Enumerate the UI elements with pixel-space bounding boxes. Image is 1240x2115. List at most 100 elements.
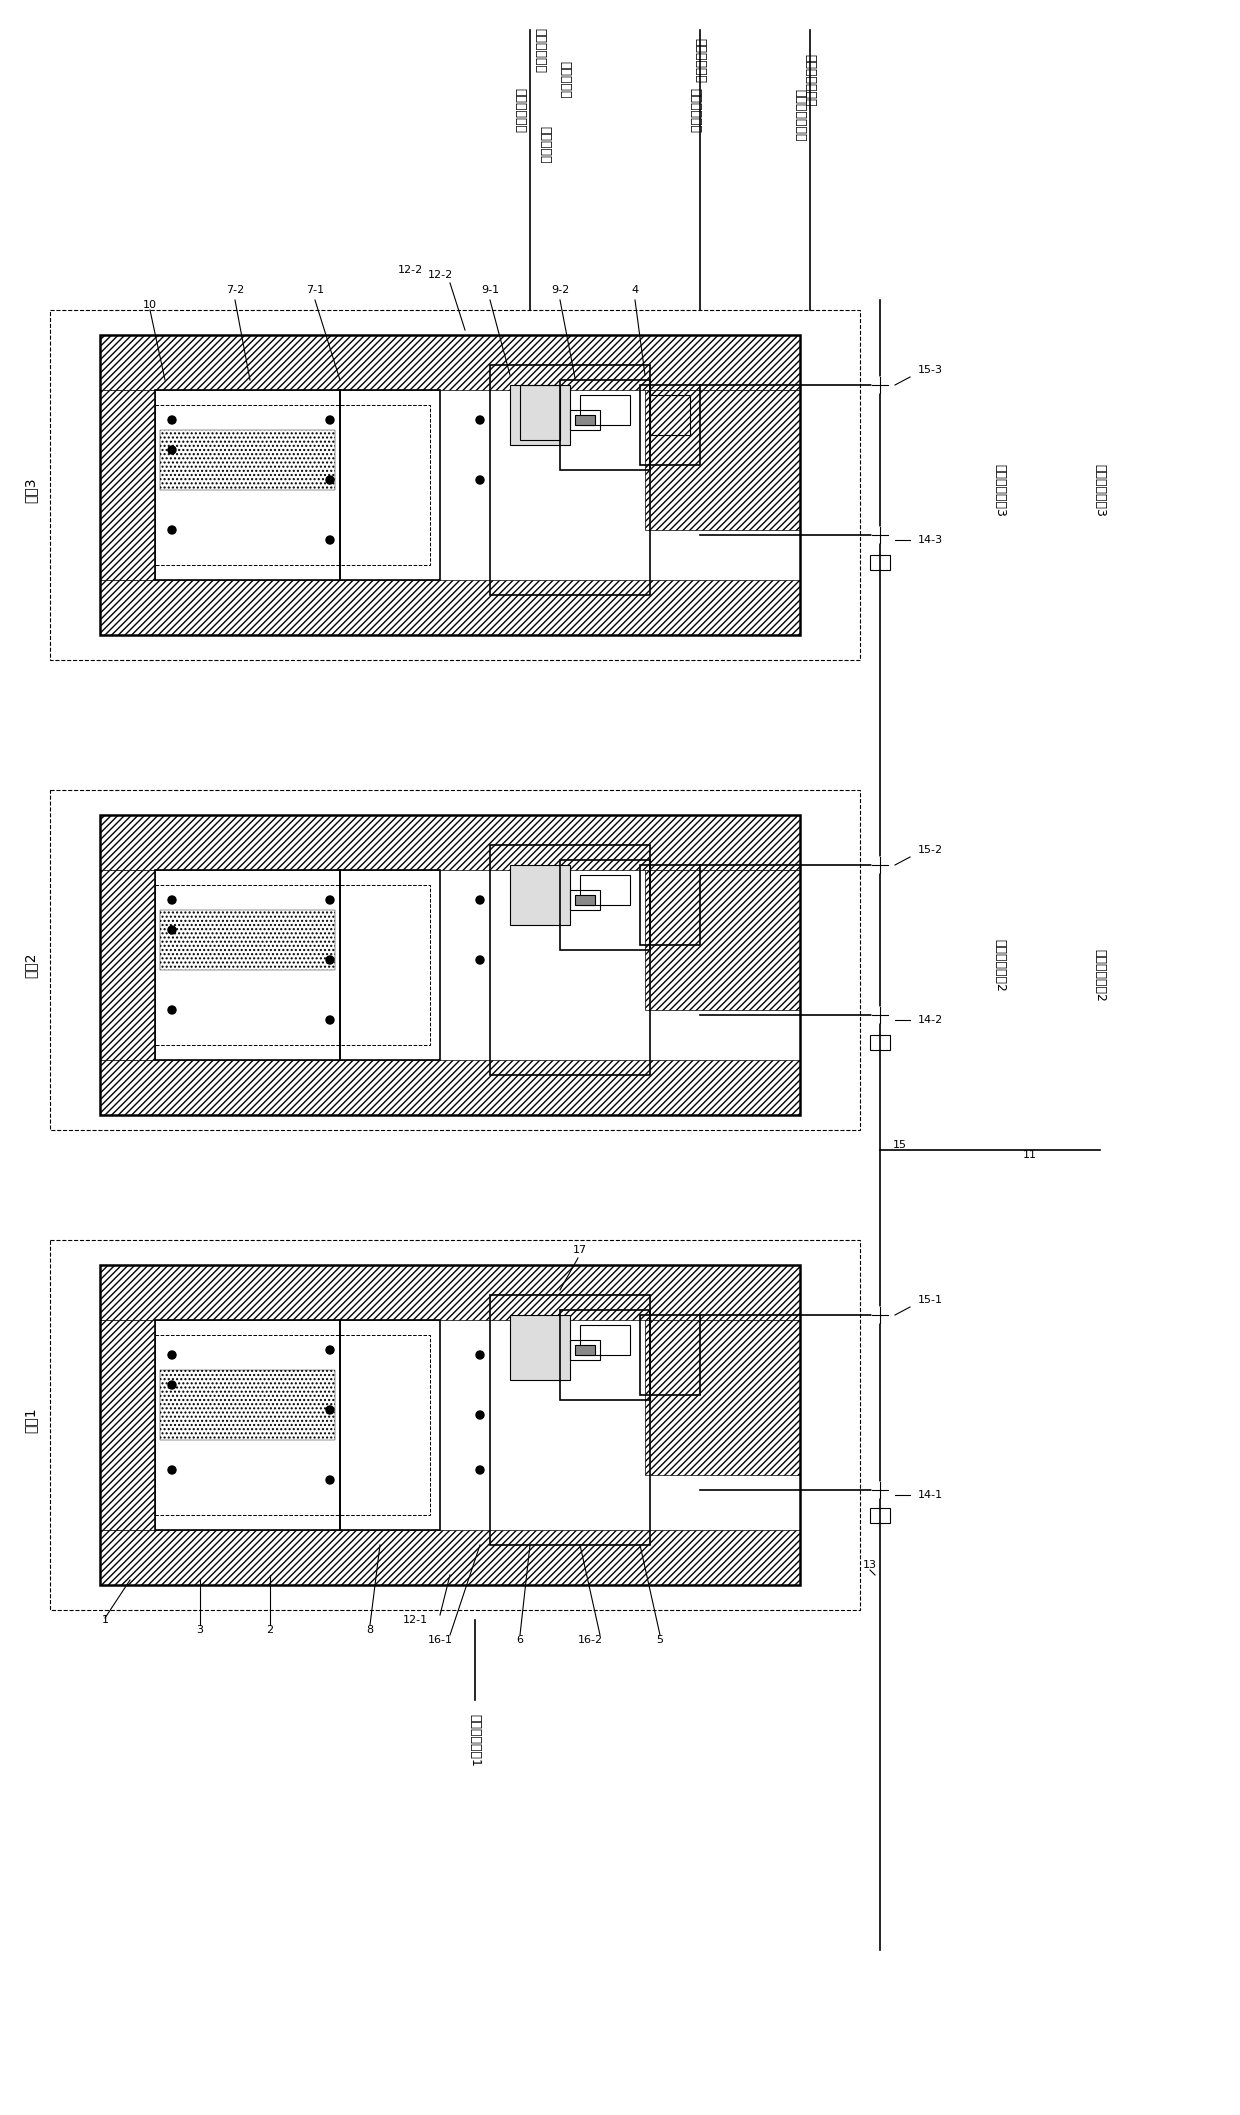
Circle shape	[167, 1351, 176, 1360]
Circle shape	[476, 1411, 484, 1419]
Bar	[100, 814, 800, 1115]
Bar	[340, 1320, 440, 1529]
Circle shape	[326, 535, 334, 544]
Bar	[645, 389, 800, 531]
Text: 7-1: 7-1	[306, 286, 324, 294]
Bar	[575, 895, 595, 905]
Bar	[560, 1309, 650, 1400]
Bar	[100, 334, 800, 634]
Text: 9-1: 9-1	[481, 286, 498, 294]
Bar	[100, 334, 800, 389]
Text: 16-2: 16-2	[578, 1635, 603, 1645]
Circle shape	[167, 446, 176, 455]
Bar	[520, 385, 560, 440]
Text: 连接至大气压: 连接至大气压	[533, 27, 547, 72]
Circle shape	[476, 1351, 484, 1360]
Circle shape	[167, 897, 176, 903]
Bar	[50, 1239, 861, 1610]
Bar	[100, 1265, 800, 1320]
Circle shape	[167, 1007, 176, 1013]
Bar	[100, 1320, 155, 1529]
Circle shape	[326, 1406, 334, 1415]
Circle shape	[872, 527, 888, 544]
Circle shape	[872, 376, 888, 393]
Text: 15-2: 15-2	[918, 846, 942, 854]
Bar	[100, 1265, 800, 1584]
Text: 8: 8	[367, 1624, 373, 1635]
Text: 12-1: 12-1	[403, 1616, 428, 1624]
Text: 5: 5	[656, 1635, 663, 1645]
Circle shape	[326, 897, 334, 903]
Text: 2: 2	[267, 1624, 274, 1635]
Text: 10: 10	[143, 300, 157, 311]
Text: 连接至渗透系统: 连接至渗透系统	[804, 53, 816, 106]
Text: 14-2: 14-2	[918, 1015, 942, 1026]
Text: 连接至渗透系统: 连接至渗透系统	[794, 89, 806, 142]
Text: 或下游储罐: 或下游储罐	[558, 61, 572, 99]
Bar	[50, 791, 861, 1129]
Bar	[640, 385, 701, 465]
Text: 14-1: 14-1	[918, 1489, 942, 1500]
Bar	[155, 1320, 340, 1529]
Bar	[340, 389, 440, 580]
Circle shape	[167, 1466, 176, 1474]
Bar	[100, 389, 155, 580]
Bar	[155, 1335, 430, 1514]
Text: 9-2: 9-2	[551, 286, 569, 294]
Text: 1: 1	[102, 1616, 109, 1624]
Circle shape	[326, 417, 334, 423]
Bar	[510, 1316, 570, 1379]
Text: 15-1: 15-1	[918, 1294, 942, 1305]
Circle shape	[476, 897, 484, 903]
Text: 16-1: 16-1	[428, 1635, 453, 1645]
Bar	[100, 580, 800, 634]
Circle shape	[167, 417, 176, 423]
Bar	[570, 410, 600, 429]
Text: 12-2: 12-2	[428, 271, 453, 279]
Text: 12-2: 12-2	[397, 264, 423, 275]
Text: 模块3: 模块3	[24, 478, 37, 503]
Text: 连接至围压泵: 连接至围压泵	[693, 38, 707, 82]
Bar	[155, 884, 430, 1045]
Bar	[560, 861, 650, 950]
Bar	[580, 876, 630, 905]
Bar	[160, 429, 335, 491]
Circle shape	[872, 857, 888, 873]
Text: 连接至轴压泵2: 连接至轴压泵2	[993, 939, 1007, 992]
Bar	[650, 396, 689, 436]
Text: 15-3: 15-3	[918, 366, 942, 374]
Text: 17: 17	[573, 1246, 587, 1254]
Circle shape	[326, 956, 334, 964]
Bar	[50, 311, 861, 660]
Text: 连接至轴压泵2: 连接至轴压泵2	[1094, 948, 1106, 1000]
Text: 4: 4	[631, 286, 639, 294]
Bar	[510, 385, 570, 444]
Circle shape	[872, 1307, 888, 1324]
Bar	[870, 554, 890, 571]
Text: 13: 13	[863, 1561, 877, 1569]
Circle shape	[326, 476, 334, 484]
Text: 7-2: 7-2	[226, 286, 244, 294]
Bar	[870, 1508, 890, 1523]
Text: 11: 11	[1023, 1151, 1037, 1159]
Text: 6: 6	[517, 1635, 523, 1645]
Bar	[100, 869, 155, 1060]
Bar	[645, 869, 800, 1011]
Bar	[570, 1341, 600, 1360]
Circle shape	[167, 926, 176, 935]
Circle shape	[872, 1007, 888, 1024]
Bar	[160, 1371, 335, 1440]
Bar	[155, 404, 430, 565]
Circle shape	[167, 527, 176, 533]
Bar	[160, 909, 335, 971]
Text: 3: 3	[196, 1624, 203, 1635]
Text: 连接至轴压泵3: 连接至轴压泵3	[993, 463, 1007, 516]
Bar	[100, 1529, 800, 1584]
Text: 连接至围压泵: 连接至围压泵	[688, 87, 702, 133]
Bar	[645, 1320, 800, 1474]
Circle shape	[872, 1483, 888, 1497]
Bar	[640, 865, 701, 945]
Circle shape	[476, 956, 484, 964]
Bar	[580, 396, 630, 425]
Bar	[570, 890, 600, 909]
